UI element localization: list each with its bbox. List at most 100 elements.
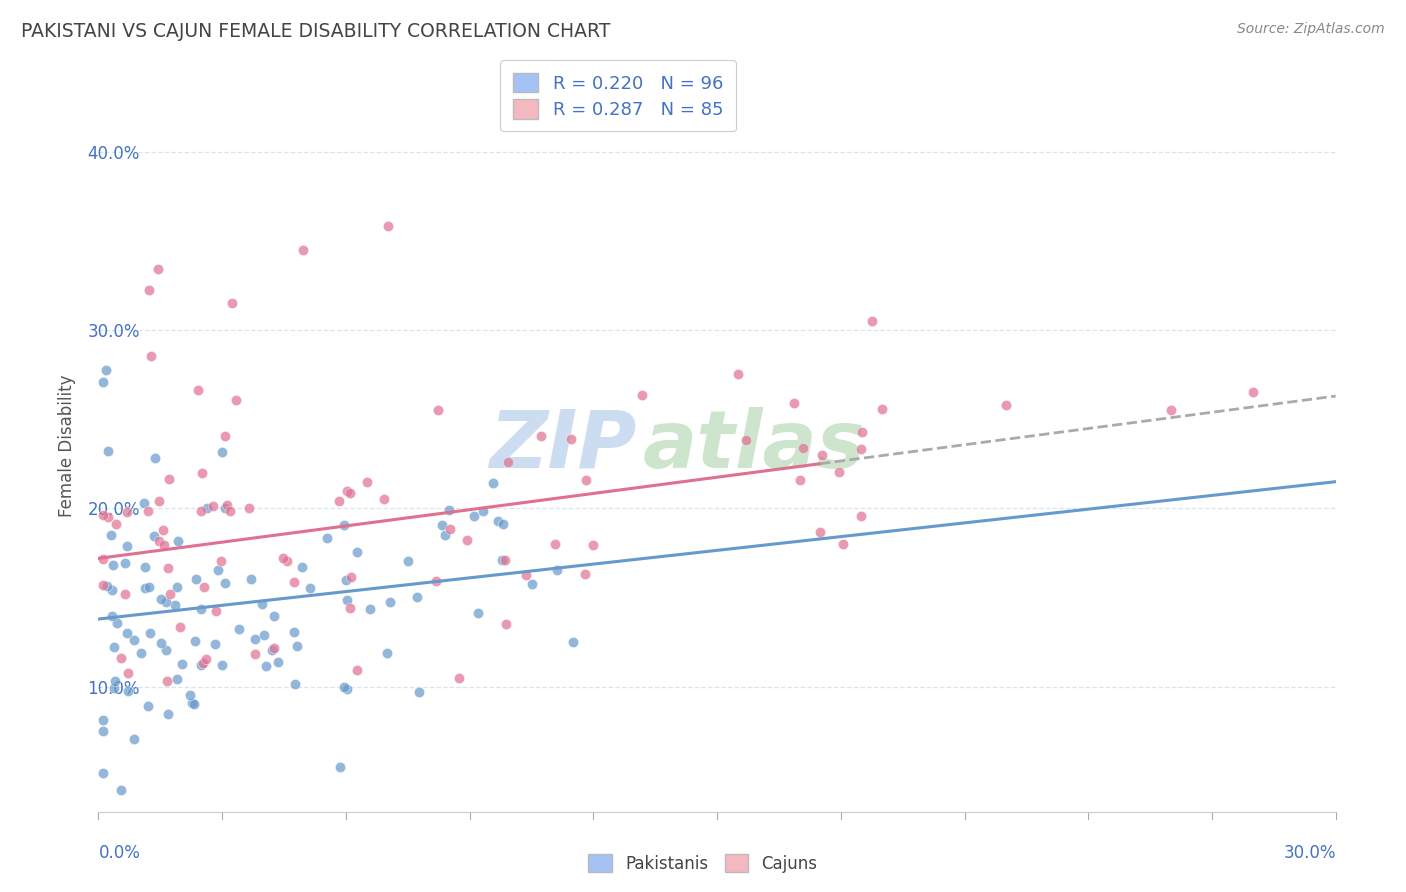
Point — [101, 582, 124, 597]
Point — [495, 616, 517, 631]
Point — [378, 595, 401, 609]
Point — [105, 615, 128, 630]
Point — [155, 643, 177, 657]
Point — [346, 663, 368, 677]
Point — [482, 475, 505, 490]
Legend: Pakistanis, Cajuns: Pakistanis, Cajuns — [582, 847, 824, 880]
Point — [205, 604, 228, 618]
Point — [486, 514, 509, 528]
Point — [148, 494, 170, 508]
Point — [114, 556, 136, 570]
Point — [240, 572, 263, 586]
Point — [225, 393, 247, 408]
Point — [849, 442, 872, 456]
Point — [276, 554, 298, 568]
Point — [408, 685, 430, 699]
Point — [250, 597, 273, 611]
Point — [204, 637, 226, 651]
Point — [193, 580, 215, 594]
Point — [373, 491, 395, 506]
Point — [163, 599, 186, 613]
Point — [91, 724, 114, 739]
Point — [432, 517, 454, 532]
Point — [211, 445, 233, 459]
Point — [221, 296, 243, 310]
Point — [166, 580, 188, 594]
Point — [284, 676, 307, 690]
Text: ZIP: ZIP — [489, 407, 637, 485]
Text: PAKISTANI VS CAJUN FEMALE DISABILITY CORRELATION CHART: PAKISTANI VS CAJUN FEMALE DISABILITY COR… — [21, 22, 610, 41]
Point — [91, 376, 114, 390]
Point — [292, 243, 315, 257]
Point — [811, 449, 834, 463]
Point — [405, 590, 427, 604]
Point — [515, 568, 537, 582]
Point — [359, 602, 381, 616]
Point — [115, 505, 138, 519]
Point — [283, 574, 305, 589]
Point — [467, 606, 489, 620]
Point — [356, 475, 378, 489]
Point — [546, 563, 568, 577]
Point — [117, 684, 139, 698]
Point — [166, 533, 188, 548]
Point — [377, 219, 399, 234]
Point — [339, 486, 361, 500]
Point — [103, 681, 125, 696]
Point — [159, 587, 181, 601]
Point — [166, 672, 188, 686]
Point — [561, 634, 583, 648]
Point — [243, 647, 266, 661]
Point — [115, 626, 138, 640]
Point — [143, 451, 166, 466]
Point — [91, 713, 114, 727]
Point — [522, 576, 544, 591]
Point — [101, 608, 124, 623]
Point — [1241, 385, 1264, 400]
Point — [214, 576, 236, 591]
Point — [285, 639, 308, 653]
Point — [152, 523, 174, 537]
Point — [346, 545, 368, 559]
Point — [117, 665, 139, 680]
Point — [262, 642, 284, 657]
Point — [105, 516, 128, 531]
Point — [190, 601, 212, 615]
Point — [339, 601, 361, 615]
Point — [214, 428, 236, 442]
Point — [110, 782, 132, 797]
Point — [575, 473, 598, 487]
Point — [190, 658, 212, 673]
Point — [97, 510, 120, 524]
Text: Source: ZipAtlas.com: Source: ZipAtlas.com — [1237, 22, 1385, 37]
Point — [114, 586, 136, 600]
Point — [463, 509, 485, 524]
Point — [792, 442, 814, 456]
Point — [134, 581, 156, 595]
Point — [851, 425, 873, 439]
Point — [179, 688, 201, 702]
Point — [491, 553, 513, 567]
Point — [494, 553, 516, 567]
Point — [329, 760, 352, 774]
Point — [184, 634, 207, 648]
Point — [172, 657, 194, 672]
Point — [456, 533, 478, 547]
Point — [157, 472, 180, 486]
Point — [496, 455, 519, 469]
Point — [808, 524, 831, 539]
Point — [870, 401, 893, 416]
Point — [238, 501, 260, 516]
Point — [245, 632, 267, 647]
Point — [543, 537, 565, 551]
Point — [104, 674, 127, 689]
Point — [169, 620, 191, 634]
Point — [115, 539, 138, 553]
Point — [138, 283, 160, 297]
Point — [110, 650, 132, 665]
Point — [131, 647, 153, 661]
Point — [828, 466, 851, 480]
Point — [574, 567, 596, 582]
Point — [191, 466, 214, 480]
Point — [142, 529, 165, 543]
